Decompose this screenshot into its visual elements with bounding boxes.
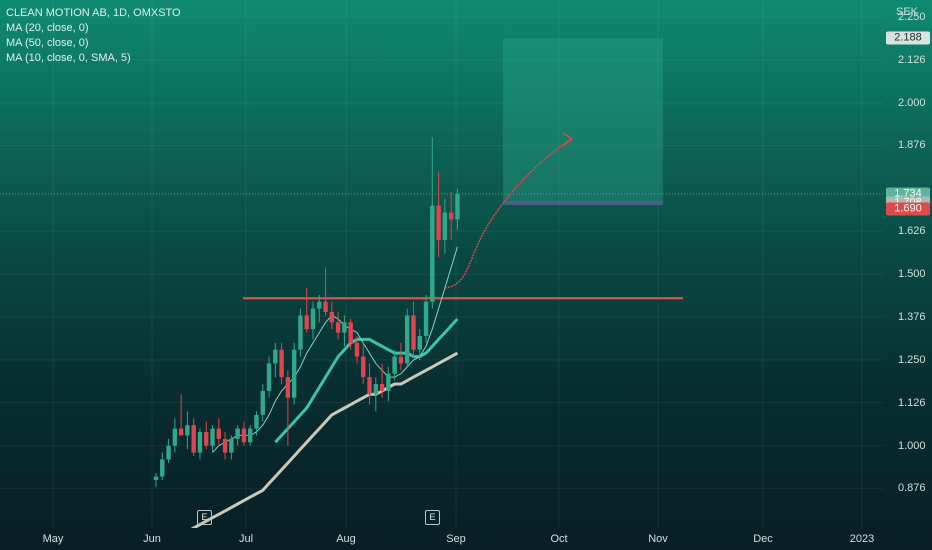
- legend-ma-10-sma[interactable]: MA (10, close, 0, SMA, 5): [6, 52, 131, 64]
- candle-body: [254, 414, 259, 429]
- legend-ma-20[interactable]: MA (20, close, 0): [6, 22, 89, 34]
- price-tick-label: 2.126: [898, 53, 926, 66]
- time-tick-label: May: [42, 533, 64, 545]
- time-tick-label: Aug: [336, 533, 356, 545]
- price-tick-label: 1.876: [898, 139, 926, 152]
- candle-body: [204, 432, 209, 446]
- candle-body: [210, 428, 215, 446]
- chart-canvas[interactable]: CLEAN MOTION AB, 1D, OMXSTO MA (20, clos…: [0, 0, 884, 528]
- time-tick-label: Nov: [648, 533, 668, 545]
- candle-body: [373, 384, 378, 395]
- candle-body: [436, 205, 441, 240]
- candle-body: [298, 315, 303, 350]
- legend-ma-50[interactable]: MA (50, close, 0): [6, 37, 89, 49]
- candle-body: [430, 205, 435, 302]
- candle-body: [291, 349, 297, 398]
- candle-body: [285, 377, 291, 398]
- candle-body: [185, 425, 190, 436]
- candle-body: [222, 438, 228, 453]
- price-tick-label: 1.626: [898, 225, 926, 238]
- candle-body: [310, 308, 316, 330]
- candle-body: [178, 428, 184, 436]
- candle-body: [323, 301, 328, 312]
- candle-body: [229, 438, 234, 453]
- candle-body: [166, 445, 171, 460]
- currency-label: SEK: [896, 6, 919, 18]
- candle-body: [342, 322, 347, 333]
- candle-body: [160, 459, 165, 477]
- projection-box: [503, 38, 663, 203]
- price-tick-label: 1.500: [898, 268, 926, 281]
- candle-body: [235, 428, 240, 439]
- candle-body: [260, 390, 265, 415]
- candle-body: [266, 363, 272, 391]
- projection-box-base: [503, 200, 663, 205]
- time-tick-label: Dec: [753, 533, 773, 545]
- candle-body: [423, 301, 429, 336]
- candle-body: [392, 356, 397, 374]
- candle-body: [279, 349, 284, 378]
- candle-body: [386, 373, 391, 391]
- price-axis[interactable]: SEK 2.250 2.126 2.000 1.876 1.626 1.500 1.376 1…: [884, 0, 932, 528]
- price-chart[interactable]: [0, 0, 884, 528]
- time-axis[interactable]: May Jun Jul Aug Sep Oct Nov Dec 2023: [0, 528, 884, 550]
- time-tick-label: Sep: [446, 533, 466, 545]
- candle-body: [367, 377, 372, 395]
- candle-body: [153, 476, 159, 480]
- candle-body: [417, 336, 422, 350]
- time-tick-label: Jul: [238, 533, 254, 545]
- candle-body: [216, 428, 221, 439]
- price-tick-label: 1.126: [898, 396, 926, 409]
- earnings-marker[interactable]: E: [197, 510, 212, 525]
- price-tick-label: 0.876: [898, 482, 926, 495]
- time-tick-label: Jun: [143, 533, 161, 545]
- candle-body: [172, 428, 178, 446]
- time-tick-label: Oct: [550, 533, 568, 545]
- candle-body: [379, 384, 385, 391]
- projection-arrowhead: [561, 132, 574, 147]
- ma-20-line: [274, 317, 459, 444]
- candle-body: [248, 428, 253, 443]
- candle-body: [354, 342, 360, 357]
- candle-body: [448, 212, 454, 220]
- candle-body: [273, 349, 278, 364]
- candle-body: [442, 212, 448, 240]
- candle-body: [329, 312, 335, 323]
- price-tick-label: 1.250: [898, 354, 926, 366]
- ma-10-line: [212, 246, 458, 453]
- candle-body: [191, 425, 196, 453]
- price-tag: 1.690: [886, 202, 930, 216]
- candle-body: [335, 322, 341, 333]
- price-tag: 2.188: [886, 31, 930, 45]
- earnings-marker[interactable]: E: [425, 510, 440, 525]
- price-tick-label: 2.000: [898, 96, 926, 109]
- candle-body: [361, 356, 366, 378]
- candle-body: [317, 301, 322, 309]
- candle-body: [455, 194, 460, 220]
- projection-arrow: [444, 139, 571, 289]
- price-tick-label: 2.250: [898, 11, 926, 24]
- chart-legend: CLEAN MOTION AB, 1D, OMXSTO MA (20, clos…: [6, 6, 181, 66]
- candle-body: [405, 315, 410, 364]
- time-tick-label: 2023: [849, 533, 875, 545]
- legend-symbol-title[interactable]: CLEAN MOTION AB, 1D, OMXSTO: [6, 7, 181, 19]
- candle-body: [304, 315, 309, 330]
- price-tick-label: 1.376: [898, 310, 926, 323]
- candle-body: [411, 315, 416, 350]
- candle-body: [348, 322, 353, 343]
- price-tick-label: 1.000: [898, 439, 926, 452]
- candle-body: [241, 428, 247, 443]
- candle-body: [197, 432, 203, 453]
- ma-50-line: [190, 351, 459, 528]
- candle-body: [398, 356, 404, 364]
